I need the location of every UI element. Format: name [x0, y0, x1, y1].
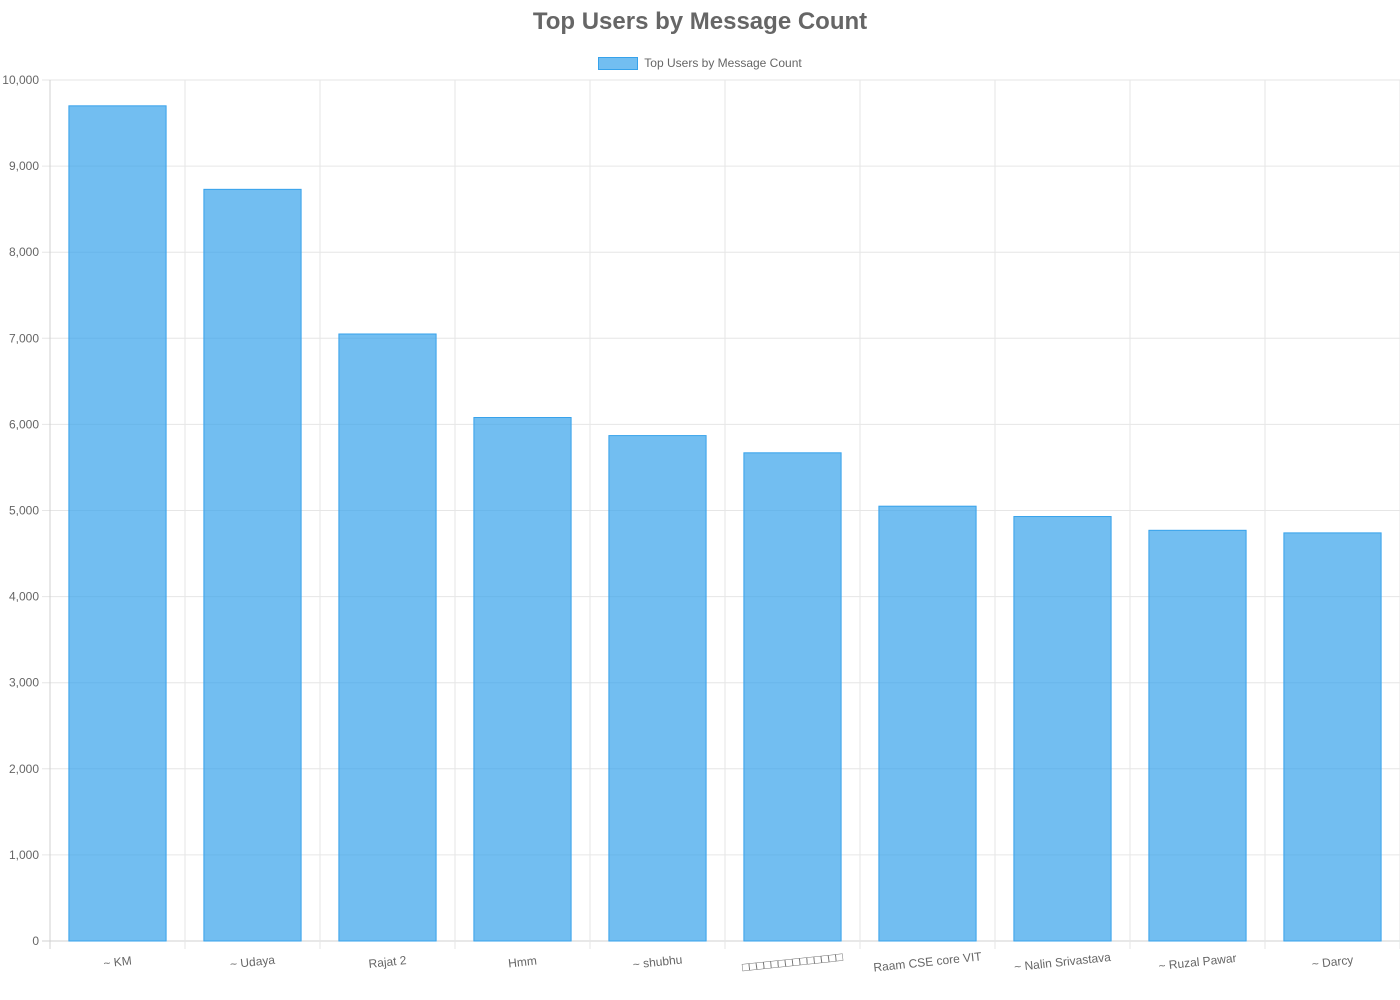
- y-tick-label: 8,000: [9, 245, 39, 259]
- bar[interactable]: [1148, 529, 1247, 942]
- bar[interactable]: [878, 505, 977, 942]
- y-tick-label: 0: [32, 934, 39, 948]
- y-tick-label: 3,000: [9, 676, 39, 690]
- bar[interactable]: [608, 435, 707, 942]
- x-tick-label: ~ Darcy: [1311, 953, 1354, 971]
- y-tick-label: 6,000: [9, 417, 39, 431]
- x-tick-label: ~ Udaya: [229, 953, 276, 972]
- chart-title: Top Users by Message Count: [532, 8, 868, 35]
- y-tick-label: 2,000: [9, 762, 39, 776]
- legend-swatch[interactable]: [598, 56, 639, 70]
- x-tick-label: ~ shubhu: [632, 952, 683, 971]
- legend-label[interactable]: Top Users by Message Count: [644, 56, 802, 70]
- bar[interactable]: [203, 188, 302, 942]
- bar[interactable]: [338, 333, 437, 942]
- legend[interactable]: Top Users by Message Count: [0, 56, 1400, 70]
- x-tick-label: Hmm: [508, 954, 538, 971]
- bar[interactable]: [68, 105, 167, 942]
- y-tick-label: 7,000: [9, 331, 39, 345]
- bar[interactable]: [743, 452, 842, 942]
- x-tick-label: ~ KM: [103, 954, 133, 971]
- y-tick-label: 9,000: [9, 159, 39, 173]
- y-tick-label: 4,000: [9, 590, 39, 604]
- bar[interactable]: [1283, 532, 1382, 942]
- y-tick-label: 1,000: [9, 848, 39, 862]
- x-tick-label: □□□□□□□□□□□□□□: [741, 950, 843, 975]
- bar[interactable]: [473, 417, 572, 942]
- x-tick-label: Rajat 2: [368, 953, 408, 971]
- x-tick-label: Raam CSE core VIT: [873, 949, 983, 974]
- y-tick-label: 10,000: [2, 73, 39, 87]
- x-tick-label: ~ Nalin Srivastava: [1014, 950, 1112, 974]
- bar[interactable]: [1013, 516, 1112, 942]
- y-tick-label: 5,000: [9, 504, 39, 518]
- x-tick-label: ~ Ruzal Pawar: [1158, 951, 1237, 973]
